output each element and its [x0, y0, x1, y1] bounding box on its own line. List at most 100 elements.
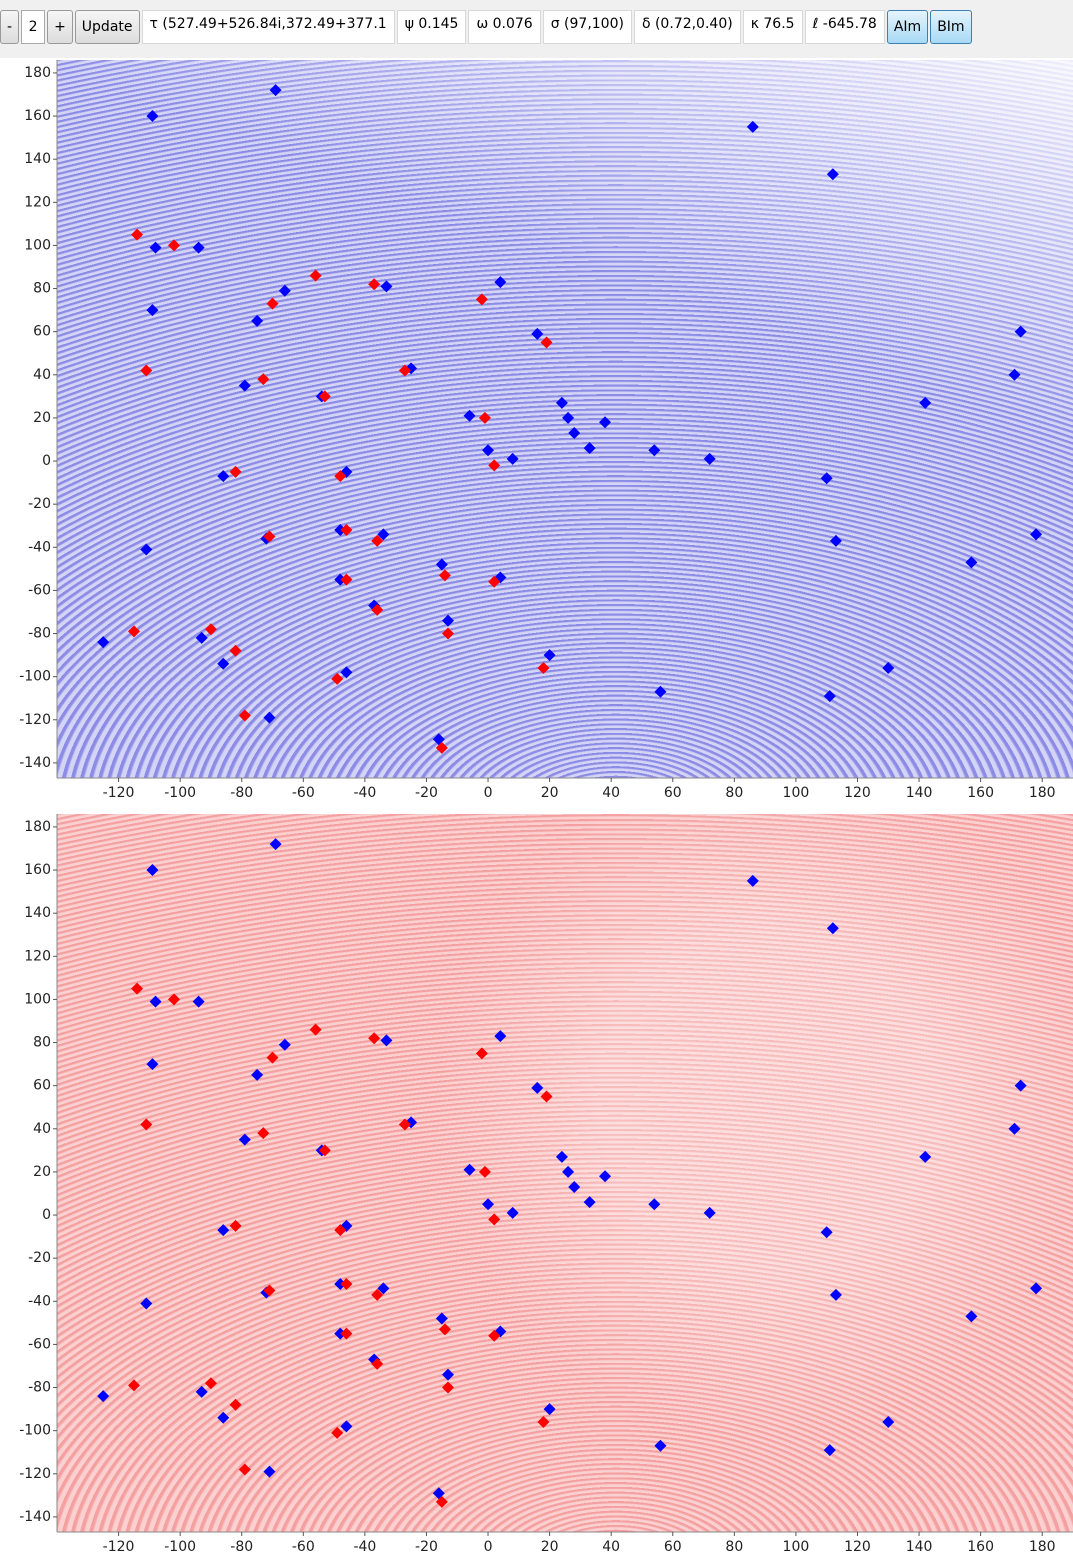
minutia-marker: [217, 1411, 230, 1424]
minutia-marker: [97, 636, 110, 649]
minutia-marker: [334, 573, 347, 586]
minutia-marker: [435, 741, 448, 754]
y-tick-label: 60: [33, 1078, 51, 1094]
minutia-marker: [823, 1444, 836, 1457]
minutia-marker: [238, 1463, 251, 1476]
minutia-marker: [438, 569, 451, 582]
x-tick-label: -120: [103, 785, 135, 801]
minutia-marker: [1030, 1282, 1043, 1295]
minutia-marker: [537, 1416, 550, 1429]
minutia-marker: [131, 982, 144, 995]
minutia-marker: [506, 1206, 519, 1219]
y-tick-label: 100: [24, 237, 51, 253]
minus-button[interactable]: -: [0, 10, 20, 44]
x-tick-label: 80: [725, 785, 743, 801]
minutia-marker: [746, 120, 759, 133]
minutia-marker: [555, 396, 568, 409]
minutia-marker: [263, 1284, 276, 1297]
minutia-marker: [238, 379, 251, 392]
minutia-marker: [965, 556, 978, 569]
minutia-marker: [263, 711, 276, 724]
minutia-marker: [331, 672, 344, 685]
y-tick-label: 180: [24, 65, 51, 81]
y-tick-label: 0: [42, 1207, 51, 1223]
minutia-marker: [340, 1278, 353, 1291]
minutia-marker: [820, 472, 833, 485]
minutia-marker: [1008, 1122, 1021, 1135]
minutia-marker: [562, 411, 575, 424]
minutia-marker: [1014, 325, 1027, 338]
minutia-marker: [494, 1030, 507, 1043]
minutia-marker: [478, 411, 491, 424]
y-tick-label: -140: [19, 755, 51, 771]
minutia-marker: [146, 1058, 159, 1071]
minutia-marker: [482, 1198, 495, 1211]
plus-button[interactable]: +: [47, 10, 73, 44]
minutia-marker: [494, 276, 507, 289]
minutia-marker: [340, 1327, 353, 1340]
minutia-marker: [340, 1420, 353, 1433]
minutia-marker: [540, 1090, 553, 1103]
x-tick-label: -60: [292, 785, 315, 801]
x-tick-label: 60: [664, 1539, 682, 1555]
minutia-marker: [435, 1312, 448, 1325]
x-tick-label: -20: [415, 1539, 438, 1555]
minutia-marker: [140, 1118, 153, 1131]
minutia-marker: [543, 1403, 556, 1416]
y-tick-label: -120: [19, 1466, 51, 1482]
minutia-marker: [149, 241, 162, 254]
minutia-marker: [377, 1282, 390, 1295]
x-tick-label: 120: [844, 1539, 871, 1555]
x-tick-label: 60: [664, 785, 682, 801]
aim-toggle[interactable]: AIm: [886, 10, 929, 44]
minutia-marker: [269, 84, 282, 97]
y-tick-label: 120: [24, 194, 51, 210]
y-tick-label: 80: [33, 1035, 51, 1051]
x-tick-label: -120: [103, 1539, 135, 1555]
minutia-marker: [204, 1377, 217, 1390]
bim-toggle[interactable]: BIm: [930, 10, 972, 44]
minutia-marker: [192, 995, 205, 1008]
minutia-marker: [919, 396, 932, 409]
y-tick-label: -20: [28, 496, 51, 512]
y-tick-label: 40: [33, 367, 51, 383]
minutia-marker: [398, 364, 411, 377]
minutia-marker: [599, 1170, 612, 1183]
minutia-marker: [229, 1219, 242, 1232]
y-tick-label: 80: [33, 281, 51, 297]
minutia-marker: [340, 573, 353, 586]
y-tick-label: 20: [33, 1164, 51, 1180]
minutia-marker: [371, 1288, 384, 1301]
minutia-marker: [146, 110, 159, 123]
minutia-marker: [829, 534, 842, 547]
minutia-marker: [140, 1297, 153, 1310]
x-tick-label: 140: [906, 785, 933, 801]
toolbar: - 2 + Update τ (527.49+526.84i,372.49+37…: [0, 0, 1073, 58]
x-tick-label: 160: [967, 1539, 994, 1555]
minutia-marker: [140, 364, 153, 377]
minutia-marker: [229, 465, 242, 478]
minutia-marker: [442, 627, 455, 640]
y-tick-label: -40: [28, 539, 51, 555]
minutia-marker: [266, 1051, 279, 1064]
y-tick-label: 20: [33, 410, 51, 426]
y-tick-label: -100: [19, 669, 51, 685]
tau-field: τ (527.49+526.84i,372.49+377.1: [141, 10, 395, 44]
x-tick-label: 120: [844, 785, 871, 801]
count-input[interactable]: 2: [21, 10, 46, 44]
minutia-marker: [435, 558, 448, 571]
minutia-marker: [703, 1206, 716, 1219]
minutia-marker: [506, 452, 519, 465]
minutia-marker: [238, 1133, 251, 1146]
minutia-marker: [167, 993, 180, 1006]
sigma-field: σ (97,100): [542, 10, 632, 44]
minutia-marker: [562, 1165, 575, 1178]
update-button[interactable]: Update: [74, 10, 140, 44]
minutia-marker: [146, 864, 159, 877]
minutia-marker: [463, 1163, 476, 1176]
minutia-marker: [146, 304, 159, 317]
minutia-marker: [438, 1323, 451, 1336]
minutia-marker: [192, 241, 205, 254]
minutia-marker: [537, 662, 550, 675]
minutia-marker: [318, 390, 331, 403]
